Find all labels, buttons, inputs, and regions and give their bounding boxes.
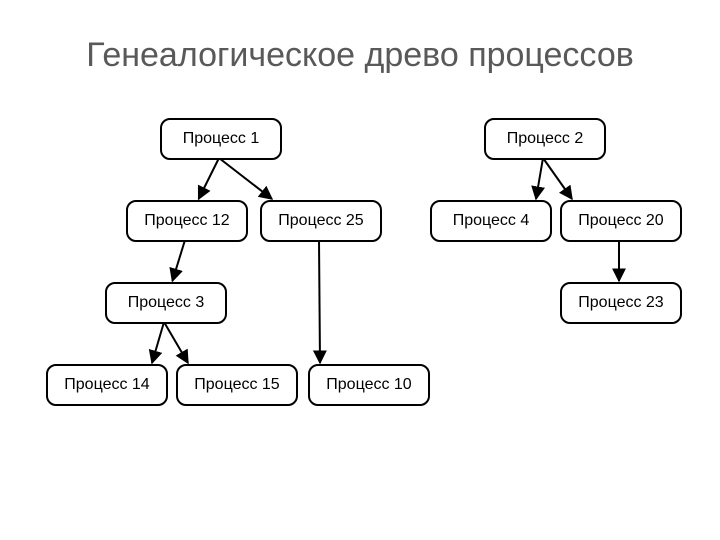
node-label: Процесс 23 bbox=[578, 294, 663, 312]
edge-p25-p10 bbox=[319, 240, 320, 363]
node-label: Процесс 3 bbox=[128, 294, 205, 312]
node-label: Процесс 10 bbox=[326, 376, 411, 394]
node-p14: Процесс 14 bbox=[46, 364, 168, 406]
node-label: Процесс 1 bbox=[183, 130, 260, 148]
node-p23: Процесс 23 bbox=[560, 282, 682, 324]
edges-layer bbox=[0, 0, 720, 540]
node-label: Процесс 2 bbox=[507, 130, 584, 148]
edge-p12-p3 bbox=[172, 240, 185, 281]
node-label: Процесс 4 bbox=[453, 212, 530, 230]
node-p25: Процесс 25 bbox=[260, 200, 382, 242]
node-p4: Процесс 4 bbox=[430, 200, 552, 242]
node-p12: Процесс 12 bbox=[126, 200, 248, 242]
diagram-title: Генеалогическое древо процессов bbox=[0, 36, 720, 75]
node-p3: Процесс 3 bbox=[105, 282, 227, 324]
node-label: Процесс 25 bbox=[278, 212, 363, 230]
node-p10: Процесс 10 bbox=[308, 364, 430, 406]
node-label: Процесс 12 bbox=[144, 212, 229, 230]
node-p1: Процесс 1 bbox=[160, 118, 282, 160]
edge-p2-p4 bbox=[536, 158, 543, 199]
node-p20: Процесс 20 bbox=[560, 200, 682, 242]
node-label: Процесс 20 bbox=[578, 212, 663, 230]
edge-p3-p15 bbox=[164, 322, 188, 363]
node-p15: Процесс 15 bbox=[176, 364, 298, 406]
edge-p1-p25 bbox=[219, 158, 272, 199]
node-label: Процесс 15 bbox=[194, 376, 279, 394]
edge-p1-p12 bbox=[199, 158, 219, 199]
edge-p3-p14 bbox=[152, 322, 164, 363]
edge-p2-p20 bbox=[543, 158, 572, 199]
diagram-stage: Генеалогическое древо процессов Процесс … bbox=[0, 0, 720, 540]
node-p2: Процесс 2 bbox=[484, 118, 606, 160]
node-label: Процесс 14 bbox=[64, 376, 149, 394]
